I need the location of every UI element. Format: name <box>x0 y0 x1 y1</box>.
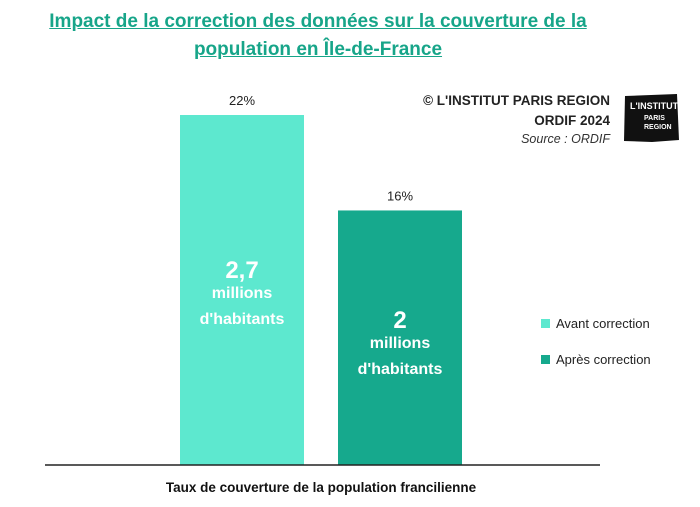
data-label-apres: 16% <box>387 188 413 203</box>
legend-label-avant: Avant correction <box>556 316 650 331</box>
source-line: Source : ORDIF <box>521 132 610 146</box>
bar-inner-label-avant-0: 2,7 <box>225 257 258 284</box>
bar-inner-label-apres-2: d'habitants <box>358 361 443 378</box>
legend-label-apres: Après correction <box>556 352 651 367</box>
legend-swatch-apres <box>541 355 550 364</box>
logo-text-3: REGION <box>644 124 672 131</box>
credit-block: © L'INSTITUT PARIS REGION ORDIF 2024 Sou… <box>423 91 610 148</box>
bar-apres <box>338 210 462 465</box>
legend-swatch-avant <box>541 319 550 328</box>
institut-logo: L'INSTITUT PARIS REGION <box>624 94 679 142</box>
bars-group: 22%2,7millionsd'habitants16%2millionsd'h… <box>180 93 462 465</box>
chart-title: Impact de la correction des données sur … <box>49 11 587 60</box>
bar-inner-label-avant-2: d'habitants <box>200 311 285 328</box>
bar-inner-label-apres-1: millions <box>370 335 431 352</box>
legend-item-avant: Avant correction <box>541 316 650 331</box>
bar-avant <box>180 115 304 465</box>
logo-text-2: PARIS <box>644 115 665 122</box>
data-label-avant: 22% <box>229 93 255 108</box>
credit-line-1: © L'INSTITUT PARIS REGION <box>423 93 610 108</box>
legend-item-apres: Après correction <box>541 352 651 367</box>
x-axis-label: Taux de couverture de la population fran… <box>165 480 477 495</box>
credit-line-2: ORDIF 2024 <box>534 113 610 128</box>
bar-inner-label-avant-1: millions <box>212 285 273 302</box>
bar-inner-label-apres-0: 2 <box>393 307 406 334</box>
logo-text-1: L'INSTITUT <box>630 101 679 111</box>
